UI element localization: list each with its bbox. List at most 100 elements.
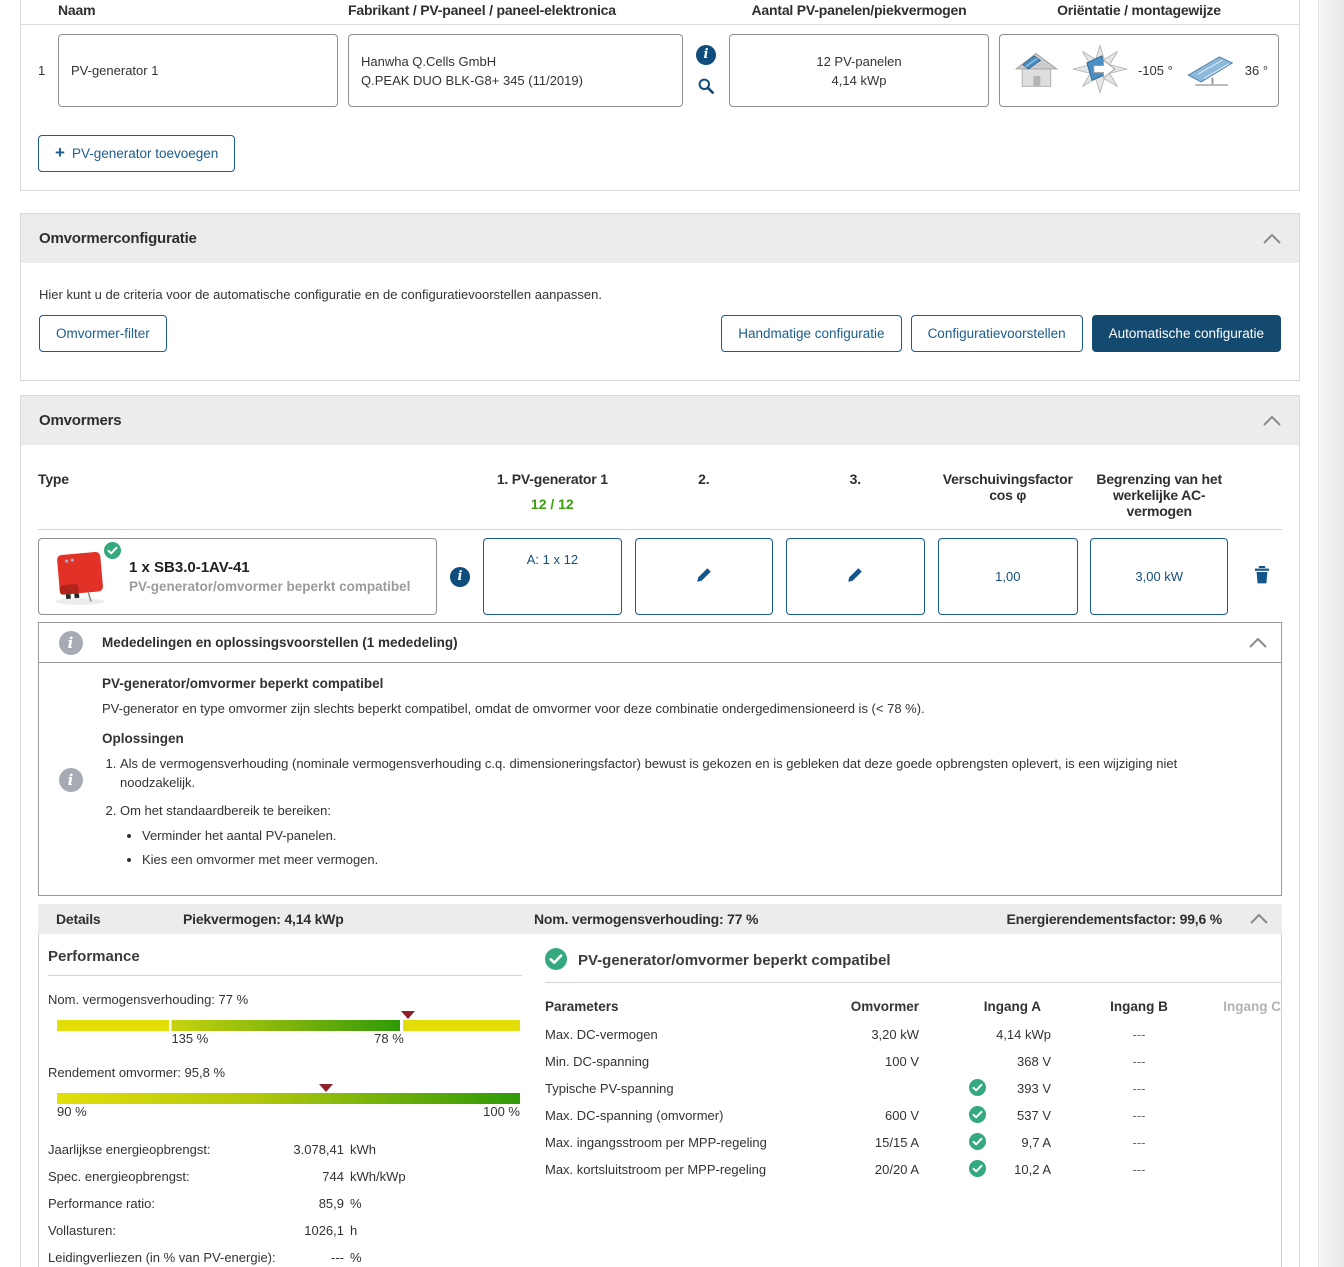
- section-title: Omvormerconfiguratie: [39, 230, 197, 247]
- peak-power-summary: Piekvermogen: 4,14 kWp: [183, 911, 344, 928]
- panel-count: 12 PV-panelen: [816, 53, 902, 69]
- parameter-row: Max. DC-vermogen 3,20 kW 4,14 kWp ---: [545, 1027, 1146, 1043]
- solutions-title: Oplossingen: [102, 730, 184, 746]
- panel-info-icon[interactable]: i: [696, 44, 716, 65]
- parameter-row: Min. DC-spanning 100 V 368 V ---: [545, 1054, 1146, 1070]
- column-cos-phi: Verschuivingsfactor: [942, 471, 1073, 487]
- scrollbar-track[interactable]: [1318, 0, 1344, 1267]
- peak-power: 4,14 kWp: [831, 72, 887, 88]
- parameter-row: Max. ingangsstroom per MPP-regeling 15/1…: [545, 1129, 1281, 1156]
- inverter-row: 1 x SB3.0-1AV-41 PV-generator/omvormer b…: [38, 538, 1282, 615]
- panel-manufacturer: Hanwha Q.Cells GmbH: [361, 53, 497, 69]
- info-icon: i: [58, 768, 83, 792]
- message-body: PV-generator en type omvormer zijn slech…: [102, 701, 925, 716]
- config-proposals-button[interactable]: Configuratievoorstellen: [910, 315, 1083, 352]
- generator-2-edit-box[interactable]: [634, 538, 774, 615]
- cos-phi-box[interactable]: 1,00: [937, 538, 1078, 615]
- stat-row: Leidingverliezen (in % van PV-energie): …: [48, 1250, 362, 1266]
- collapse-chevron-icon[interactable]: [1249, 637, 1267, 648]
- solution-sub-item: Verminder het aantal PV-panelen.: [142, 827, 1215, 846]
- inverter-info-icon[interactable]: i: [449, 566, 470, 587]
- inverter-config-panel: Omvormerconfiguratie Hier kunt u de crit…: [20, 213, 1300, 381]
- generator-1-assignment-box[interactable]: A: 1 x 12: [483, 538, 622, 615]
- performance-title: Performance: [48, 948, 522, 977]
- efficiency-gauge: [57, 1084, 520, 1105]
- gauge-marker: [400, 1011, 415, 1020]
- panel-count-box[interactable]: 12 PV-panelen 4,14 kWp: [729, 34, 989, 107]
- pv-generators-header-row: Naam Fabrikant / PV-paneel / paneel-elek…: [21, 2, 1299, 25]
- ok-check-icon: [968, 1077, 987, 1099]
- collapse-chevron-icon[interactable]: [1263, 233, 1281, 244]
- parameter-row: Max. DC-spanning (omvormer) 600 V 537 V …: [545, 1102, 1281, 1129]
- inverter-status: PV-generator/omvormer beperkt compatibel: [129, 579, 411, 594]
- pv-generators-panel: Naam Fabrikant / PV-paneel / paneel-elek…: [20, 0, 1300, 191]
- column-orientatie: Oriëntatie / montagewijze: [1057, 2, 1221, 18]
- config-description: Hier kunt u de criteria voor de automati…: [39, 287, 602, 302]
- details-bar[interactable]: Details Piekvermogen: 4,14 kWp Nom. verm…: [38, 904, 1282, 935]
- parameter-row: Typische PV-spanning 393 V ---: [545, 1075, 1281, 1102]
- generator-3-edit-box[interactable]: [786, 538, 925, 615]
- orientation-box[interactable]: -105 ° 36 °: [999, 34, 1279, 107]
- column-fabrikant: Fabrikant / PV-paneel / paneel-elektroni…: [348, 2, 616, 18]
- inverter-type-box[interactable]: 1 x SB3.0-1AV-41 PV-generator/omvormer b…: [38, 538, 437, 615]
- automatic-config-button[interactable]: Automatische configuratie: [1091, 315, 1281, 352]
- pencil-icon: [696, 567, 712, 586]
- details-content: Performance Nom. vermogensverhouding: 77…: [38, 934, 1282, 1267]
- details-label: Details: [56, 911, 101, 928]
- gauge-max: 100 %: [483, 1104, 520, 1120]
- messages-panel: i Mededelingen en oplossingsvoorstellen …: [38, 622, 1282, 897]
- azimuth-compass-icon: [1072, 43, 1128, 97]
- message-title: PV-generator/omvormer beperkt compatibel: [102, 676, 384, 691]
- compatible-check-icon: [103, 540, 122, 562]
- performance-section: Performance Nom. vermogensverhouding: 77…: [48, 948, 522, 1267]
- add-pv-generator-button[interactable]: + PV-generator toevoegen: [38, 135, 236, 172]
- parameters-table: Parameters Omvormer Ingang A Ingang B In…: [545, 993, 1281, 1183]
- inverters-panel: Omvormers Type 1. PV-generator 1 12 / 12…: [20, 395, 1300, 1267]
- stat-row: Spec. energieopbrengst: 744 kWh/kWp: [48, 1169, 406, 1185]
- gauge-boundary-right: 78 %: [374, 1031, 404, 1047]
- tilt-panel-icon: [1183, 51, 1235, 90]
- solutions-list: Als de vermogensverhouding (nominale ver…: [120, 755, 1261, 870]
- efficiency-gauge-label: Rendement omvormer: 95,8 %: [48, 1065, 226, 1081]
- collapse-chevron-icon[interactable]: [1263, 415, 1281, 426]
- house-roof-icon: [1010, 46, 1062, 95]
- delete-inverter-icon[interactable]: [1254, 566, 1270, 587]
- inverter-model: 1 x SB3.0-1AV-41: [129, 559, 250, 576]
- compatibility-section: PV-generator/omvormer beperkt compatibel…: [545, 948, 1281, 1267]
- compatible-check-icon: [545, 948, 569, 973]
- panel-model: Q.PEAK DUO BLK-G8+ 345 (11/2019): [361, 72, 583, 88]
- inverters-header[interactable]: Omvormers: [21, 396, 1299, 445]
- pencil-icon: [847, 567, 863, 586]
- gauge-boundary-left: 135 %: [171, 1031, 209, 1047]
- row-number: 1: [38, 63, 46, 78]
- messages-title: Mededelingen en oplossingsvoorstellen (1…: [102, 635, 458, 650]
- compatibility-title: PV-generator/omvormer beperkt compatibel: [578, 952, 891, 970]
- manual-config-button[interactable]: Handmatige configuratie: [721, 315, 902, 352]
- column-generator-1: 1. PV-generator 1: [496, 471, 608, 487]
- app-page: Naam Fabrikant / PV-paneel / paneel-elek…: [0, 0, 1300, 1267]
- inverter-filter-button[interactable]: Omvormer-filter: [39, 315, 167, 352]
- inverter-product-image: [49, 540, 122, 608]
- column-3: 3.: [849, 471, 861, 487]
- power-ratio-summary: Nom. vermogensverhouding: 77 %: [534, 911, 759, 928]
- column-naam: Naam: [58, 2, 96, 18]
- panel-select-box[interactable]: Hanwha Q.Cells GmbH Q.PEAK DUO BLK-G8+ 3…: [348, 34, 683, 107]
- plus-icon: +: [55, 142, 65, 162]
- collapse-chevron-icon[interactable]: [1250, 914, 1268, 925]
- inverter-config-header[interactable]: Omvormerconfiguratie: [21, 214, 1299, 263]
- ratio-gauge: [57, 1011, 520, 1032]
- messages-header[interactable]: i Mededelingen en oplossingsvoorstellen …: [39, 623, 1281, 663]
- tilt-value: 36 °: [1244, 63, 1269, 78]
- ok-check-icon: [968, 1104, 987, 1126]
- solution-item: Als de vermogensverhouding (nominale ver…: [120, 755, 1215, 793]
- pv-generator-name-input[interactable]: [58, 34, 338, 107]
- column-ac-limit: Begrenzing van het werkelijke AC-vermoge…: [1096, 471, 1222, 519]
- solution-item: Om het standaardbereik te bereiken: Verm…: [120, 802, 1215, 871]
- performance-stats: Jaarlijkse energieopbrengst: 3.078,41 kW…: [48, 1136, 522, 1267]
- section-title: Omvormers: [39, 412, 122, 429]
- pv-generator-row: 1 Hanwha Q.Cells GmbH Q.PEAK DUO BLK-G8+…: [21, 25, 1299, 107]
- ac-limit-box[interactable]: 3,00 kW: [1090, 538, 1229, 615]
- gauge-marker: [319, 1084, 333, 1093]
- parameters-header-row: Parameters Omvormer Ingang A Ingang B In…: [545, 998, 1281, 1014]
- panel-search-icon[interactable]: [698, 77, 714, 97]
